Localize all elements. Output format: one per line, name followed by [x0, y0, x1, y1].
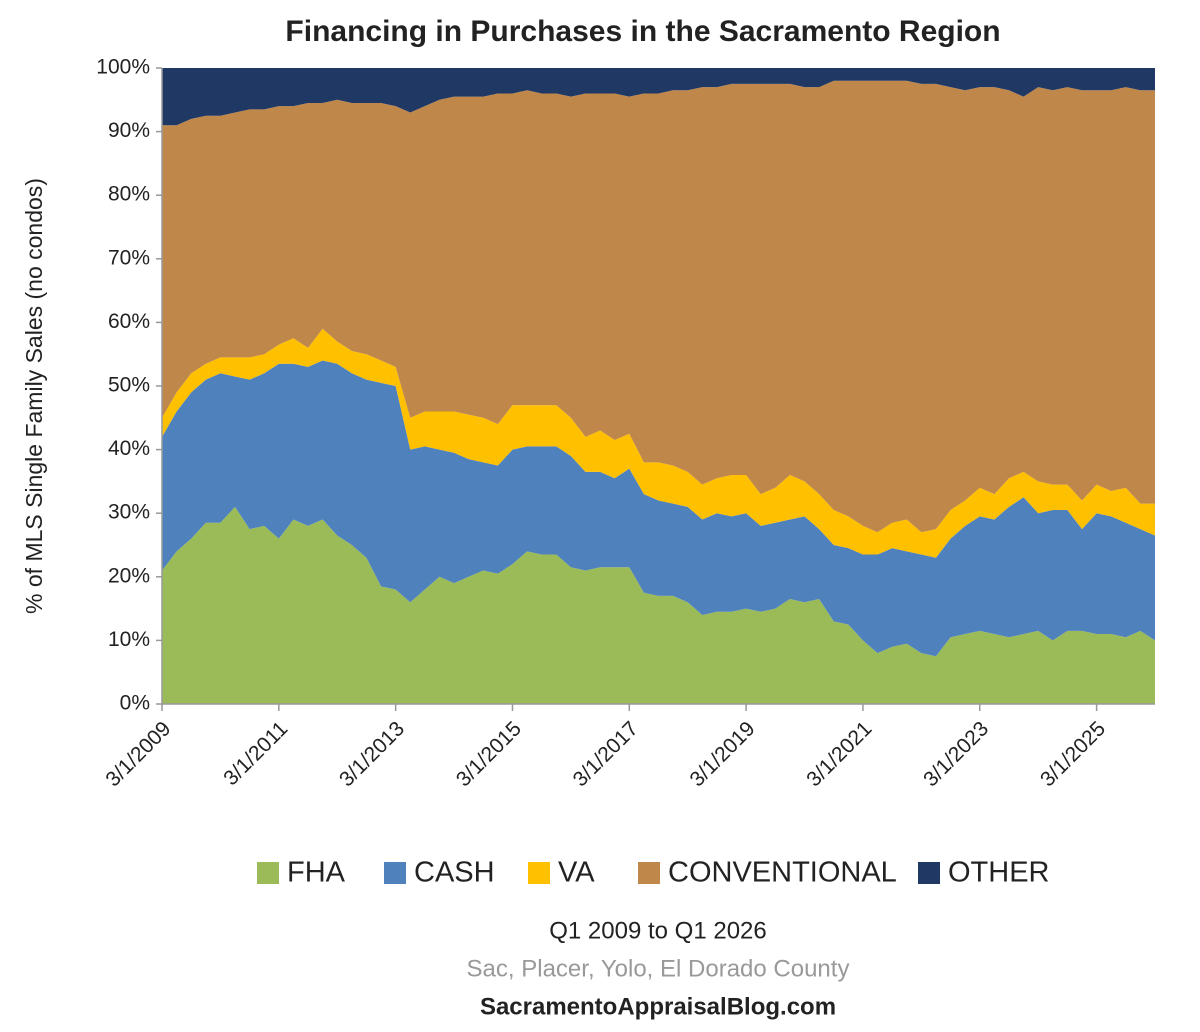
note: Sac, Placer, Yolo, El Dorado County: [467, 955, 850, 982]
x-tick-label: 3/1/2021: [802, 717, 876, 791]
y-tick-label: 10%: [108, 628, 150, 651]
area: [162, 80, 1155, 533]
x-tick-label: 3/1/2011: [219, 717, 292, 790]
y-axis-label: % of MLS Single Family Sales (no condos): [21, 178, 47, 614]
y-tick-label: 40%: [108, 437, 150, 460]
legend-swatch: [257, 862, 279, 884]
legend-swatch: [384, 862, 406, 884]
legend-label: OTHER: [948, 857, 1050, 889]
legend-swatch: [918, 862, 940, 884]
y-tick-label: 90%: [108, 119, 150, 142]
y-tick-label: 20%: [108, 564, 150, 587]
legend-label: CONVENTIONAL: [668, 857, 897, 889]
area: [162, 360, 1155, 657]
y-tick-label: 70%: [108, 246, 150, 269]
y-tick-label: 80%: [108, 183, 150, 206]
legend-label: CASH: [414, 857, 495, 889]
y-tick-label: 30%: [108, 501, 150, 524]
area: [162, 506, 1155, 704]
legend-swatch: [638, 862, 660, 884]
area: [162, 68, 1155, 126]
y-tick-label: 100%: [96, 56, 150, 79]
subtitle: Q1 2009 to Q1 2026: [549, 917, 767, 944]
x-tick-label: 3/1/2025: [1036, 717, 1110, 791]
y-tick-label: 50%: [108, 374, 150, 397]
source: SacramentoAppraisalBlog.com: [480, 993, 836, 1020]
legend-label: FHA: [287, 857, 346, 889]
x-tick-label: 3/1/2023: [919, 717, 993, 791]
legend-swatch: [528, 862, 550, 884]
x-tick-label: 3/1/2013: [335, 717, 409, 791]
x-tick-label: 3/1/2009: [101, 717, 175, 791]
y-tick-label: 60%: [108, 310, 150, 333]
chart-title: Financing in Purchases in the Sacramento…: [285, 15, 1000, 48]
legend-label: VA: [558, 857, 595, 889]
x-tick-label: 3/1/2015: [452, 717, 526, 791]
y-tick-label: 0%: [120, 692, 150, 715]
legend: FHA CASH VA CONVENTIONAL OTHER: [257, 857, 1050, 889]
x-tick-label: 3/1/2017: [569, 717, 643, 791]
x-tick-label: 3/1/2019: [686, 717, 760, 791]
